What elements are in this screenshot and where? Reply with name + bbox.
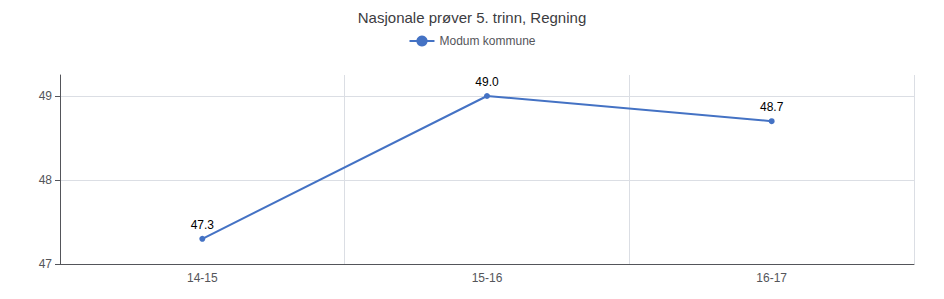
svg-text:47.3: 47.3 — [191, 218, 215, 232]
svg-text:47: 47 — [39, 257, 53, 271]
svg-text:Modum kommune: Modum kommune — [439, 34, 535, 48]
svg-text:Nasjonale prøver 5. trinn, Reg: Nasjonale prøver 5. trinn, Regning — [358, 9, 586, 26]
svg-text:15-16: 15-16 — [472, 271, 503, 285]
svg-text:49.0: 49.0 — [475, 75, 499, 89]
svg-text:48: 48 — [39, 173, 53, 187]
svg-text:14-15: 14-15 — [187, 271, 218, 285]
svg-text:49: 49 — [39, 89, 53, 103]
svg-text:16-17: 16-17 — [756, 271, 787, 285]
svg-text:48.7: 48.7 — [760, 100, 784, 114]
